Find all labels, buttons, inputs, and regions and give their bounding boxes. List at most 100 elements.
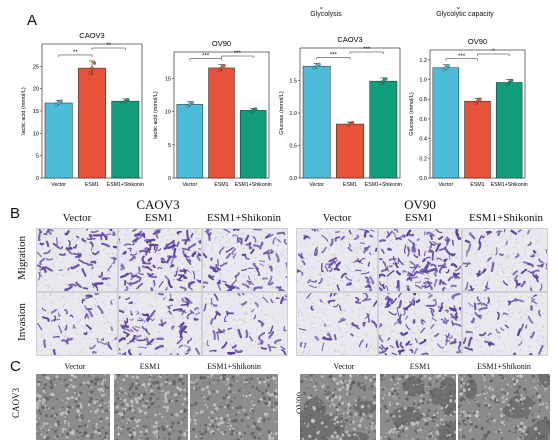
x-tick-label: ESM1 bbox=[214, 182, 228, 188]
micrograph-migration bbox=[462, 228, 548, 292]
y-axis-label: lactic acid (mmol/L) bbox=[153, 91, 159, 139]
significance-label: *** bbox=[330, 53, 338, 59]
y-tick-label: 1.0 bbox=[419, 78, 427, 84]
data-point bbox=[315, 64, 319, 68]
y-tick-label: 0 bbox=[168, 176, 171, 182]
x-tick-label: Vector bbox=[438, 182, 453, 188]
bar-esm1-shikonin bbox=[369, 80, 398, 179]
data-point bbox=[475, 99, 480, 103]
panel-b-col-shikonin-caov3: ESM1+Shikonin bbox=[206, 212, 282, 224]
panel-c-col-vector-ov90: Vector bbox=[333, 362, 355, 371]
x-tick-label: Vector bbox=[182, 182, 197, 188]
bar-esm1-shikonin bbox=[111, 100, 140, 179]
significance-label: ** bbox=[106, 43, 111, 49]
bar-esm1 bbox=[336, 123, 364, 179]
data-point bbox=[441, 68, 445, 72]
data-point bbox=[510, 78, 514, 83]
phase-contrast-micrograph bbox=[300, 374, 376, 440]
y-axis-label: lactic acid (mmol/L) bbox=[21, 87, 27, 135]
data-point bbox=[54, 103, 58, 107]
y-tick-label: 0.0 bbox=[289, 176, 297, 182]
x-tick-label: ESM1 bbox=[85, 182, 99, 188]
data-point bbox=[92, 61, 97, 65]
micrograph-invasion bbox=[378, 292, 462, 356]
x-tick-label: ESM1 bbox=[343, 182, 357, 188]
glycolytic-capacity-note: Glycolytic capacity bbox=[436, 11, 494, 18]
data-point bbox=[222, 63, 226, 68]
significance-bracket bbox=[221, 55, 254, 58]
panel-letter-a: A bbox=[27, 12, 38, 29]
data-point bbox=[384, 77, 388, 81]
x-tick-label: ESM1+Shikonin bbox=[107, 182, 144, 188]
data-point bbox=[57, 101, 61, 105]
phase-contrast-micrograph bbox=[190, 374, 278, 440]
data-point bbox=[217, 68, 221, 72]
x-tick-label: Vector bbox=[51, 182, 66, 188]
y-tick-label: 15 bbox=[165, 77, 171, 83]
bar-vector bbox=[44, 102, 73, 179]
phase-contrast-micrograph bbox=[458, 374, 550, 440]
chart-title: OV90 bbox=[468, 37, 487, 46]
significance-label: *** bbox=[202, 54, 210, 60]
phase-contrast-micrograph bbox=[36, 374, 110, 440]
y-tick-label: 1.5 bbox=[289, 79, 297, 85]
y-tick-label: 0.2 bbox=[419, 156, 427, 162]
data-point bbox=[254, 107, 258, 111]
micrograph-invasion bbox=[296, 292, 378, 356]
micrograph-invasion bbox=[462, 292, 548, 356]
panel-c-row-caov3: CAOV3 bbox=[11, 388, 21, 419]
panel-b-col-vector-ov90: Vector bbox=[322, 212, 352, 224]
micrograph-invasion bbox=[118, 292, 202, 356]
data-point bbox=[507, 80, 511, 85]
chart-3: CAOV3 Glucose (mmol/L) 0.0 0.5 1.0 1.5 Vector E… bbox=[279, 35, 402, 188]
micrograph-migration bbox=[378, 228, 462, 292]
y-tick-label: 5 bbox=[168, 143, 171, 149]
significance-bracket bbox=[316, 57, 351, 60]
chart-2: OV90 lactic acid (mmol/L) 0 5 10 15 Vector ESM1… bbox=[153, 39, 272, 188]
bar-esm1 bbox=[78, 67, 106, 179]
data-point bbox=[317, 62, 321, 67]
bar-esm1-shikonin bbox=[495, 82, 523, 179]
data-point bbox=[123, 99, 127, 103]
panel-c-col-esm1-caov3: ESM1 bbox=[139, 362, 161, 371]
y-tick-label: 10 bbox=[33, 131, 39, 137]
data-point bbox=[381, 79, 385, 83]
micrograph-invasion bbox=[202, 292, 288, 356]
y-tick-label: 0.6 bbox=[419, 117, 427, 123]
x-tick-label: ESM1+Shikonin bbox=[365, 182, 402, 188]
x-tick-label: ESM1+Shikonin bbox=[491, 182, 528, 188]
significance-bracket bbox=[477, 53, 510, 56]
y-axis-label: Glucose (mmol/L) bbox=[279, 91, 285, 135]
data-point bbox=[345, 123, 350, 128]
data-point bbox=[350, 121, 355, 125]
y-tick-label: 10 bbox=[165, 110, 171, 116]
data-point bbox=[185, 104, 189, 108]
data-point bbox=[473, 101, 477, 105]
chevron-down-icon: ⌄ bbox=[318, 2, 325, 11]
x-tick-label: Vector bbox=[309, 182, 324, 188]
data-point bbox=[379, 81, 383, 86]
data-point bbox=[348, 122, 352, 126]
panel-b-group-caov3: CAOV3 bbox=[136, 197, 180, 212]
data-point bbox=[478, 97, 482, 101]
bar-vector bbox=[432, 67, 460, 179]
significance-label: ** bbox=[73, 50, 78, 56]
y-axis-label: Glucose (mmol/L) bbox=[409, 92, 415, 136]
y-tick-label: 1.0 bbox=[289, 111, 297, 117]
significance-bracket bbox=[349, 51, 384, 54]
data-point bbox=[446, 64, 450, 68]
panel-c-col-vector-caov3: Vector bbox=[64, 362, 86, 371]
y-tick-label: 0.0 bbox=[419, 176, 427, 182]
chart-title: OV90 bbox=[212, 39, 231, 48]
panel-b-col-vector-caov3: Vector bbox=[62, 212, 92, 224]
glycolysis-note: Glycolysis bbox=[310, 11, 342, 18]
micrograph-migration bbox=[118, 228, 202, 292]
significance-label: *** bbox=[458, 54, 466, 60]
y-tick-label: 25 bbox=[33, 64, 39, 70]
data-point bbox=[505, 82, 509, 87]
data-point bbox=[59, 99, 63, 103]
micrograph-migration bbox=[36, 228, 118, 292]
row-label-migration: Migration bbox=[16, 236, 28, 280]
x-tick-label: ESM1+Shikonin bbox=[235, 182, 272, 188]
row-label-invasion: Invasion bbox=[16, 303, 28, 341]
